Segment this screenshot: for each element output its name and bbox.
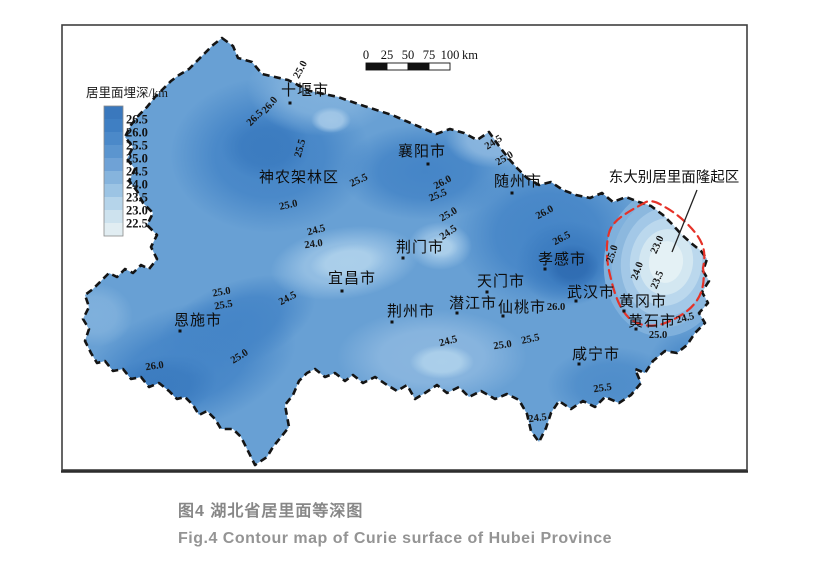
legend-color-step — [104, 119, 123, 132]
city-dot — [622, 309, 626, 313]
caption-zh: 图4 湖北省居里面等深图 — [178, 503, 364, 520]
legend-value-label: 24.0 — [126, 178, 148, 192]
province-border — [81, 36, 711, 467]
legend-color-step — [104, 210, 123, 223]
legend-value-label: 23.0 — [126, 204, 148, 218]
legend-color-step — [104, 132, 123, 145]
city-label: 宜昌市 — [328, 270, 376, 287]
legend-value-label: 25.0 — [126, 152, 148, 166]
contour-depth-label: 25.0 — [212, 286, 232, 300]
scale-bar-tick: 100 — [441, 48, 460, 62]
annotation-pointer-line — [671, 189, 698, 253]
city-label: 仙桃市 — [498, 299, 546, 316]
contour-depth-label: 26.0 — [145, 360, 165, 373]
scale-bar-tick: 75 — [423, 48, 436, 62]
contour-depth-label: 25.0 — [493, 339, 513, 352]
scale-bar-segment — [428, 62, 451, 71]
contour-field — [83, 38, 709, 465]
city-dot — [577, 362, 581, 366]
legend-value-label: 22.5 — [126, 217, 148, 231]
city-label: 荆门市 — [396, 239, 444, 256]
city-label: 咸宁市 — [572, 346, 620, 363]
contour-depth-label: 26.0 — [547, 302, 565, 313]
scale-bar-tick: 0 — [363, 48, 369, 62]
legend-color-step — [104, 171, 123, 184]
city-label: 黄冈市 — [619, 293, 667, 310]
scale-bar-tick: 50 — [402, 48, 415, 62]
city-dot — [390, 320, 394, 324]
city-label: 荆州市 — [387, 303, 435, 320]
legend-value-label: 24.5 — [126, 165, 148, 179]
scale-bar-unit: km — [462, 48, 478, 62]
contour-depth-label: 25.5 — [593, 382, 613, 395]
legend-colorbar-border — [103, 105, 124, 237]
legend-value-label: 25.5 — [126, 139, 148, 153]
contour-depth-label: 25.0 — [605, 244, 621, 265]
city-dot — [178, 329, 182, 333]
city-label: 随州市 — [494, 173, 542, 190]
city-dot — [574, 299, 578, 303]
contour-depth-label: 25.0 — [649, 330, 667, 341]
contour-depth-label: 24.5 — [528, 412, 548, 425]
city-dot — [340, 289, 344, 293]
legend-color-step — [104, 106, 123, 119]
uplift-zone-boundary — [605, 200, 706, 327]
legend-value-label: 26.5 — [126, 113, 148, 127]
caption-en: Fig.4 Contour map of Curie surface of Hu… — [178, 530, 613, 547]
scale-bar: 0 25 50 75 100 km — [363, 48, 478, 71]
contour-depth-label: 24.0 — [304, 238, 324, 251]
contour-depth-label: 25.5 — [520, 332, 540, 347]
city-label: 孝感市 — [538, 251, 586, 268]
legend-value-label: 23.5 — [126, 191, 148, 205]
contour-depth-label: 24.5 — [438, 334, 459, 349]
legend-color-step — [104, 158, 123, 171]
city-label: 潜江市 — [449, 295, 497, 312]
city-label: 神农架林区 — [259, 169, 339, 186]
city-dot — [543, 267, 547, 271]
contour-depth-label: 24.5 — [306, 223, 327, 238]
contour-depth-label: 25.5 — [214, 299, 234, 313]
city-dot — [510, 191, 514, 195]
city-dot — [426, 162, 430, 166]
city-label: 黄石市 — [628, 313, 676, 330]
scale-bar-segment — [386, 62, 409, 71]
legend: 居里面埋深/km 26.526.025.525.024.524.023.523.… — [86, 86, 168, 237]
contour-depth-label: 25.5 — [293, 138, 308, 159]
legend-color-step — [104, 197, 123, 210]
city-label: 恩施市 — [174, 312, 222, 329]
uplift-zone-annotation: 东大别居里面隆起区 — [609, 169, 740, 186]
city-dot — [455, 311, 459, 315]
legend-title: 居里面埋深/km — [86, 86, 168, 100]
city-dot — [501, 314, 505, 318]
city-label: 武汉市 — [567, 284, 615, 301]
legend-color-step — [104, 184, 123, 197]
scale-bar-segment — [365, 62, 388, 71]
city-dot — [634, 327, 638, 331]
contour-depth-label: 24.5 — [675, 311, 696, 326]
city-label: 襄阳市 — [398, 143, 446, 160]
legend-value-label: 26.0 — [126, 126, 148, 140]
scale-bar-segment — [407, 62, 430, 71]
legend-color-step — [104, 223, 123, 236]
contour-depth-label: 25.0 — [278, 198, 298, 213]
city-label: 天门市 — [477, 273, 525, 290]
legend-color-step — [104, 145, 123, 158]
city-dot — [288, 101, 292, 105]
scale-bar-tick: 25 — [381, 48, 394, 62]
city-label: 十堰市 — [281, 82, 329, 99]
city-dot — [401, 256, 405, 260]
city-dot — [485, 290, 489, 294]
